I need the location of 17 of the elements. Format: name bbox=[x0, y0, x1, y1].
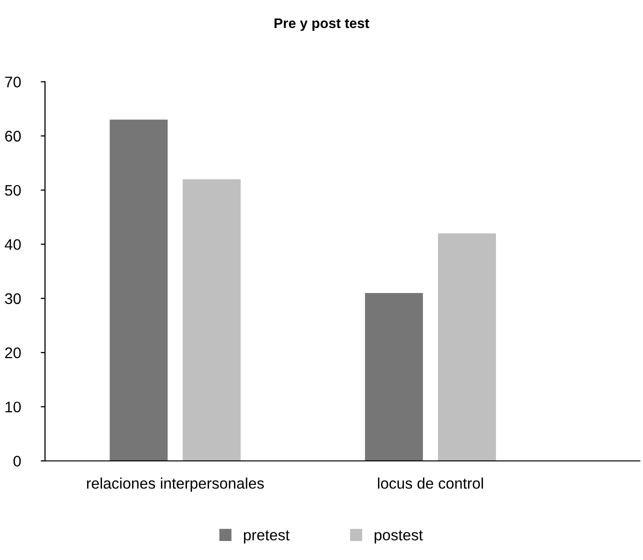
legend-label: postest bbox=[374, 530, 423, 544]
x-tick-label: locus de control bbox=[378, 478, 483, 489]
bar bbox=[110, 120, 168, 461]
bar bbox=[182, 179, 241, 461]
bar bbox=[364, 292, 423, 461]
bar bbox=[438, 233, 496, 461]
y-tick-label: 70 bbox=[5, 76, 21, 88]
y-tick-label: 40 bbox=[4, 239, 21, 250]
y-tick-label: 0 bbox=[14, 456, 21, 467]
y-tick-label: 30 bbox=[4, 293, 21, 304]
legend-label: pretest bbox=[244, 530, 290, 544]
y-tick-label: 50 bbox=[5, 184, 21, 196]
y-tick-label: 10 bbox=[6, 402, 21, 412]
chart-title: Pre y post test bbox=[274, 18, 370, 31]
y-tick-label: 60 bbox=[5, 130, 21, 142]
y-tick-label: 20 bbox=[5, 347, 21, 358]
x-tick-label: relaciones interpersonales bbox=[87, 478, 264, 492]
